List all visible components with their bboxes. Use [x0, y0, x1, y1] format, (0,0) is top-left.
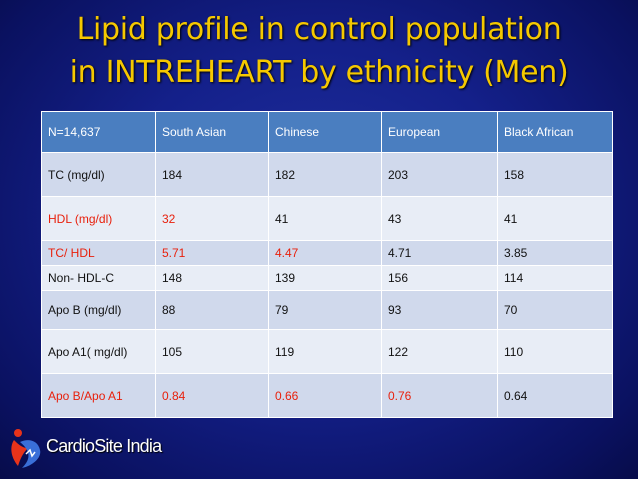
table-cell: 184 [155, 152, 269, 197]
row-label: HDL (mg/dl) [41, 196, 156, 241]
table-row: HDL (mg/dl) 32 41 43 41 [41, 196, 613, 241]
table-cell: 119 [268, 329, 382, 374]
table-cell: 139 [268, 265, 382, 291]
row-label: Non- HDL-C [41, 265, 156, 291]
table-cell: 105 [155, 329, 269, 374]
row-label: Apo B (mg/dl) [41, 290, 156, 330]
table-cell: 114 [497, 265, 613, 291]
table-row: Apo B/Apo A1 0.84 0.66 0.76 0.64 [41, 373, 613, 418]
table-cell: 156 [381, 265, 498, 291]
table-cell: 148 [155, 265, 269, 291]
header-cell: N=14,637 [41, 111, 156, 153]
cardiosite-logo: CardioSite India [8, 424, 162, 472]
table-cell: 41 [497, 196, 613, 241]
row-label: TC (mg/dl) [41, 152, 156, 197]
lipid-profile-table: N=14,637 South Asian Chinese European Bl… [41, 111, 613, 418]
table-row: Apo B (mg/dl) 88 79 93 70 [41, 290, 613, 330]
table-cell: 70 [497, 290, 613, 330]
table-cell: 79 [268, 290, 382, 330]
row-label: TC/ HDL [41, 240, 156, 266]
table-cell: 0.64 [497, 373, 613, 418]
table-cell: 88 [155, 290, 269, 330]
logo-text: CardioSite India [46, 436, 162, 456]
table-row: TC (mg/dl) 184 182 203 158 [41, 152, 613, 197]
table-cell: 110 [497, 329, 613, 374]
row-label: Apo A1( mg/dl) [41, 329, 156, 374]
table-cell: 3.85 [497, 240, 613, 266]
table-cell: 0.84 [155, 373, 269, 418]
header-cell: European [381, 111, 498, 153]
header-cell: Chinese [268, 111, 382, 153]
table-header-row: N=14,637 South Asian Chinese European Bl… [41, 111, 613, 153]
row-label: Apo B/Apo A1 [41, 373, 156, 418]
title-line-2: in INTREHEART by ethnicity (Men) [69, 55, 569, 90]
table-cell: 122 [381, 329, 498, 374]
title-line-1: Lipid profile in control population [76, 12, 562, 47]
table-row: TC/ HDL 5.71 4.47 4.71 3.85 [41, 240, 613, 266]
table-cell: 0.66 [268, 373, 382, 418]
table-cell: 182 [268, 152, 382, 197]
table-cell: 43 [381, 196, 498, 241]
heart-figure-icon [11, 429, 41, 468]
table-cell: 203 [381, 152, 498, 197]
table-cell: 4.71 [381, 240, 498, 266]
table-cell: 4.47 [268, 240, 382, 266]
table-row: Apo A1( mg/dl) 105 119 122 110 [41, 329, 613, 374]
table-cell: 93 [381, 290, 498, 330]
table-cell: 0.76 [381, 373, 498, 418]
slide-title: Lipid profile in control population in I… [0, 8, 638, 94]
header-cell: South Asian [155, 111, 269, 153]
table-cell: 32 [155, 196, 269, 241]
header-cell: Black African [497, 111, 613, 153]
table-cell: 5.71 [155, 240, 269, 266]
table-row: Non- HDL-C 148 139 156 114 [41, 265, 613, 291]
table-cell: 158 [497, 152, 613, 197]
table-cell: 41 [268, 196, 382, 241]
